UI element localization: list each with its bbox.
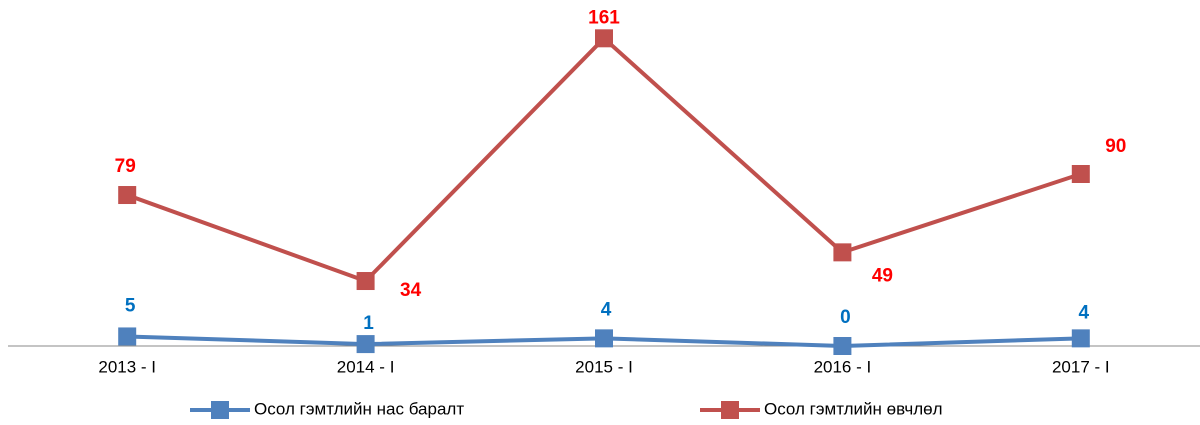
x-tick-label: 2017 - I [1052,357,1110,376]
data-label: 79 [115,156,136,177]
marker [1071,165,1090,183]
x-tick-label: 2016 - I [814,357,872,376]
data-label: 4 [601,299,612,320]
marker [595,29,613,48]
data-label: 0 [840,307,851,328]
x-tick-label: 2015 - I [575,357,633,376]
legend-label: Осол гэмтлийн өвчлөл [764,399,943,418]
marker [356,335,375,354]
marker [356,272,375,291]
legend-marker [211,401,229,419]
marker [833,337,852,355]
legend-label: Осол гэмтлийн нас баралт [254,399,464,418]
data-label: 1 [363,313,374,334]
data-label: 90 [1105,136,1126,157]
data-label: 161 [588,7,620,28]
data-label: 5 [125,295,136,316]
marker [118,327,137,346]
x-tick-label: 2014 - I [337,357,395,376]
data-label: 4 [1079,302,1090,323]
data-label: 49 [872,265,893,286]
marker [833,243,852,262]
marker [1071,329,1090,348]
series-line [126,36,1082,284]
data-label: 34 [400,280,422,301]
x-tick-label: 2013 - I [98,357,156,376]
marker [118,186,137,205]
legend-marker [721,401,739,419]
marker [595,329,613,348]
